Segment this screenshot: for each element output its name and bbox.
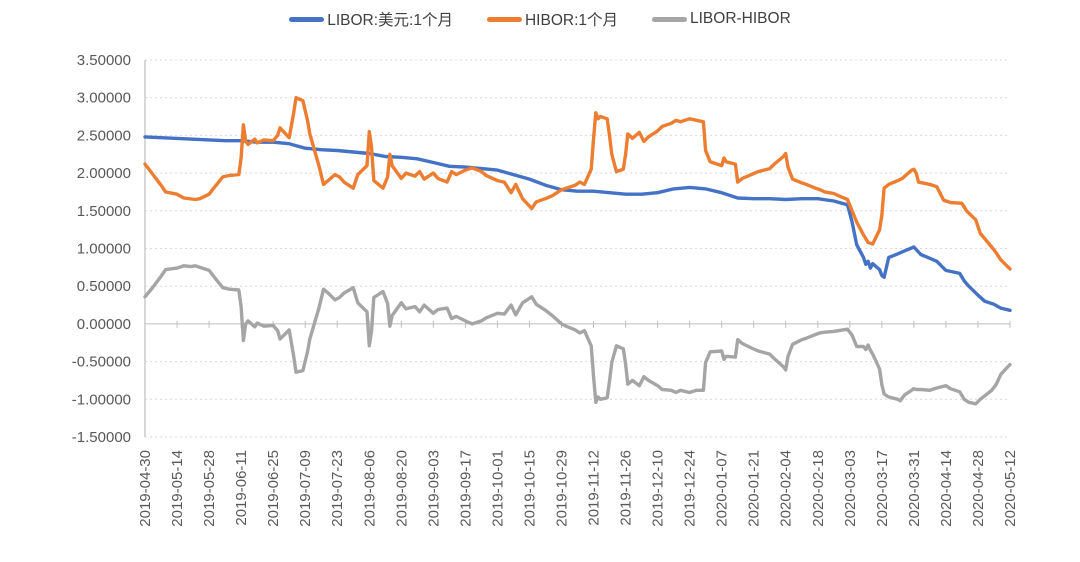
x-tick-label: 2020-01-21 xyxy=(746,450,763,527)
legend-label-hibor: HIBOR:1个月 xyxy=(524,12,618,29)
legend-item-libor: LIBOR:美元:1个月 xyxy=(289,8,453,30)
x-tick-label: 2019-04-30 xyxy=(137,450,154,527)
x-tick-label: 2020-03-03 xyxy=(842,450,859,527)
y-tick-label: 3.50000 xyxy=(77,52,131,69)
chart-legend: LIBOR:美元:1个月 HIBOR:1个月 LIBOR-HIBOR xyxy=(0,8,1080,30)
x-tick-label: 2019-10-01 xyxy=(489,450,506,527)
y-tick-label: -0.50000 xyxy=(72,354,131,371)
x-tick-label: 2020-03-31 xyxy=(906,450,923,527)
legend-item-hibor: HIBOR:1个月 xyxy=(486,8,618,30)
x-tick-label: 2019-10-29 xyxy=(553,450,570,527)
y-tick-label: 0.00000 xyxy=(77,316,131,333)
x-tick-label: 2019-05-28 xyxy=(201,450,218,527)
x-tick-label: 2020-02-04 xyxy=(778,450,795,527)
hibor-line-icon xyxy=(486,16,522,22)
x-tick-label: 2020-04-14 xyxy=(938,450,955,527)
libor-line-icon xyxy=(289,16,325,22)
series-line-spread xyxy=(143,264,1012,406)
x-tick-label: 2019-06-25 xyxy=(265,450,282,527)
x-tick-label: 2019-10-15 xyxy=(521,450,538,527)
legend-label-libor: LIBOR:美元:1个月 xyxy=(327,12,453,29)
x-tick-label: 2019-12-24 xyxy=(682,450,699,527)
x-tick-label: 2020-03-17 xyxy=(874,450,891,527)
y-tick-label: 1.00000 xyxy=(77,241,131,258)
x-tick-label: 2019-05-14 xyxy=(169,450,186,527)
x-tick-label: 2020-05-12 xyxy=(1002,450,1019,527)
x-tick-label: 2019-08-06 xyxy=(361,450,378,527)
y-tick-label: 2.00000 xyxy=(77,165,131,182)
x-tick-label: 2020-01-07 xyxy=(714,450,731,527)
y-tick-label: 3.00000 xyxy=(77,90,131,107)
x-tick-label: 2019-12-10 xyxy=(650,450,667,527)
spread-line-icon xyxy=(652,16,687,22)
x-tick-label: 2019-09-17 xyxy=(457,450,474,527)
x-tick-label: 2019-07-23 xyxy=(329,450,346,527)
y-tick-label: 1.50000 xyxy=(77,203,131,220)
legend-label-spread: LIBOR-HIBOR xyxy=(690,10,791,27)
x-tick-label: 2019-11-26 xyxy=(618,450,635,526)
y-tick-label: -1.00000 xyxy=(72,391,131,408)
legend-item-spread: LIBOR-HIBOR xyxy=(652,10,791,28)
x-tick-label: 2019-09-03 xyxy=(425,450,442,527)
y-tick-label: 0.50000 xyxy=(77,278,131,295)
series-line-libor xyxy=(143,135,1012,312)
x-tick-label: 2020-04-28 xyxy=(970,450,987,527)
x-tick-label: 2019-07-09 xyxy=(297,450,314,527)
series-line-hibor xyxy=(143,95,1012,271)
x-tick-label: 2019-11-12 xyxy=(586,450,603,526)
x-tick-label: 2019-06-11 xyxy=(233,450,250,526)
y-tick-label: 2.50000 xyxy=(77,127,131,144)
x-tick-label: 2020-02-18 xyxy=(810,450,827,527)
x-tick-label: 2019-08-20 xyxy=(393,450,410,527)
y-tick-label: -1.50000 xyxy=(72,429,131,446)
